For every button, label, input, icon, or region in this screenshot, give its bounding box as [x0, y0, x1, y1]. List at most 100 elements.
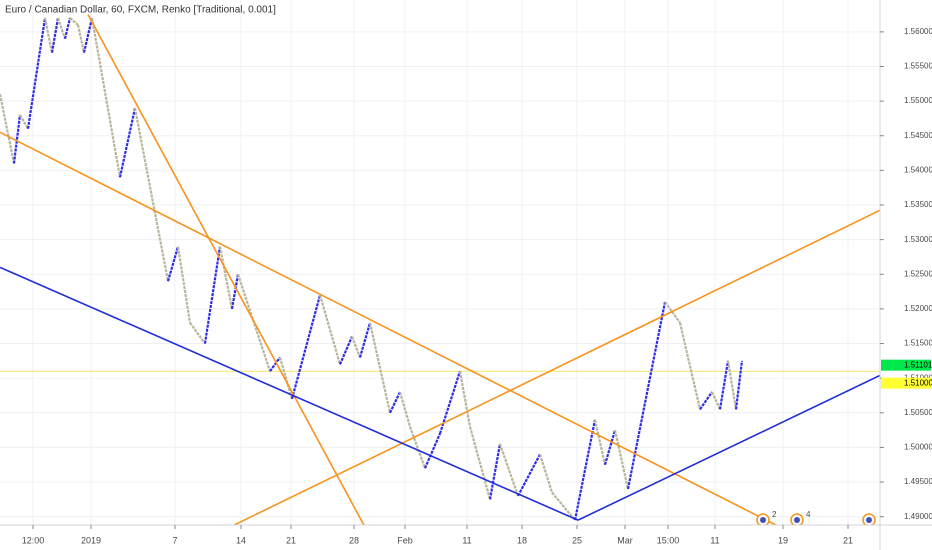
- y-tick-label: 1.55500: [904, 62, 932, 71]
- trend-line: [0, 131, 778, 525]
- x-tick-label: 7: [172, 535, 177, 545]
- event-count: 4: [806, 510, 811, 519]
- renko-segment: [290, 294, 322, 400]
- grid: [0, 0, 880, 525]
- renko-segment: [468, 426, 492, 500]
- y-tick-label: 1.51500: [904, 339, 932, 348]
- x-tick-label: Mar: [617, 535, 633, 545]
- renko-segment: [613, 429, 630, 490]
- renko-segment: [69, 17, 79, 26]
- renko-segment: [368, 322, 392, 414]
- renko-segment: [593, 419, 607, 465]
- y-tick-label: 1.53500: [904, 200, 932, 209]
- price-label-box: [881, 377, 931, 389]
- y-tick-label: 1.52000: [904, 304, 932, 313]
- renko-segment: [63, 17, 72, 40]
- renko-segment: [358, 322, 372, 358]
- renko-segment: [90, 17, 122, 178]
- renko-segment: [50, 17, 60, 53]
- trend-line: [87, 14, 365, 525]
- x-tick-label: 14: [236, 535, 246, 545]
- renko-segment: [269, 356, 281, 372]
- x-tick-label: 21: [286, 535, 296, 545]
- renko-segment: [438, 370, 462, 434]
- y-tick-label: 1.55000: [904, 96, 932, 105]
- x-tick-label: 25: [572, 535, 582, 545]
- x-tick-label: Feb: [397, 535, 413, 545]
- x-tick-label: 19: [778, 535, 788, 545]
- price-label: 1.51101: [904, 360, 932, 369]
- renko-segment: [398, 391, 412, 427]
- x-tick-label: 11: [710, 535, 719, 545]
- renko-segment: [118, 107, 137, 178]
- y-tick-label: 1.49500: [904, 477, 932, 486]
- renko-segment: [189, 322, 206, 345]
- renko-segment: [517, 453, 541, 497]
- renko-segment: [133, 107, 170, 282]
- x-tick-label: 11: [462, 535, 471, 545]
- renko-segment: [278, 357, 294, 400]
- renko-segment: [726, 360, 738, 410]
- renko-segment: [166, 246, 180, 282]
- trend-line: [232, 209, 880, 525]
- event-count: 2: [772, 510, 777, 519]
- renko-segment: [408, 426, 427, 469]
- renko-segment: [218, 246, 234, 310]
- trend-line: [0, 266, 579, 521]
- y-tick-label: 1.54000: [904, 165, 932, 174]
- renko-segment: [699, 391, 713, 410]
- renko-segment: [711, 391, 721, 410]
- renko-segment: [734, 360, 744, 410]
- renko-segment: [43, 17, 54, 53]
- renko-segment: [76, 24, 86, 53]
- renko-segment: [664, 301, 681, 324]
- x-tick-label: 2019: [81, 535, 101, 545]
- renko-segment: [488, 443, 502, 500]
- renko-segment: [176, 246, 192, 323]
- chart-title: Euro / Canadian Dollar, 60, FXCM, Renko …: [5, 5, 276, 16]
- x-tick-label: 28: [349, 535, 359, 545]
- x-tick-label: 18: [517, 535, 527, 545]
- renko-segment: [26, 17, 47, 129]
- trend-line: [577, 374, 880, 521]
- price-label: 1.51000: [904, 378, 932, 387]
- y-tick-label: 1.56000: [904, 27, 932, 36]
- renko-segment: [573, 419, 597, 521]
- renko-segment: [236, 273, 272, 372]
- y-tick-label: 1.54500: [904, 131, 932, 140]
- renko-segment: [423, 433, 442, 469]
- renko-segment: [551, 491, 576, 521]
- renko-segment: [56, 17, 67, 40]
- renko-segment: [626, 301, 667, 490]
- renko-segment: [498, 443, 520, 497]
- renko-segment: [603, 429, 617, 466]
- y-tick-label: 1.49000: [904, 512, 932, 521]
- renko-segment: [678, 322, 702, 410]
- event-icon-core: [794, 517, 800, 523]
- renko-segment: [338, 336, 354, 365]
- event-icon-core: [760, 517, 766, 523]
- renko-segment: [538, 454, 554, 493]
- renko-segment: [19, 114, 29, 130]
- renko-segment: [718, 360, 730, 410]
- renko-segment: [12, 114, 22, 164]
- renko-segment: [350, 336, 362, 358]
- renko-segment: [230, 274, 240, 310]
- y-tick-label: 1.50500: [904, 408, 932, 417]
- renko-segment: [318, 294, 342, 365]
- renko-segment: [82, 17, 94, 53]
- y-tick-label: 1.52500: [904, 269, 932, 278]
- x-tick-label: 15:00: [657, 535, 680, 545]
- price-label-box: [881, 359, 931, 371]
- y-tick-label: 1.53000: [904, 235, 932, 244]
- x-tick-label: 21: [843, 535, 853, 545]
- renko-segment: [458, 371, 472, 427]
- y-tick-label: 1.50000: [904, 443, 932, 452]
- axes: 1.49000 1.49500 1.50000 1.50500 1.51000 1.515…: [22, 27, 932, 545]
- x-tick-label: 12:00: [22, 535, 45, 545]
- renko-segment: [0, 93, 16, 164]
- renko-segment: [203, 246, 222, 344]
- event-icon-core: [866, 517, 872, 523]
